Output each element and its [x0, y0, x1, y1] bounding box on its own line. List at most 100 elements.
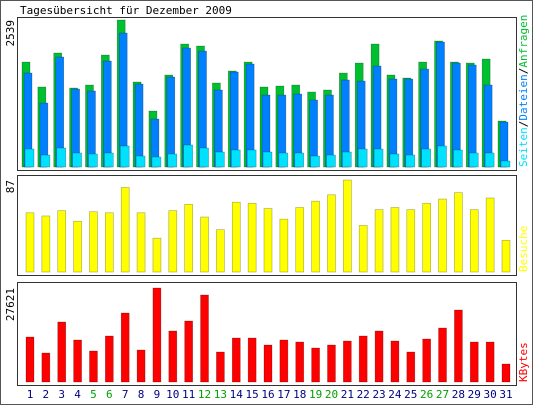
bar: [327, 194, 336, 273]
bar: [216, 229, 225, 273]
bar: [279, 339, 289, 383]
bar: [327, 344, 336, 383]
x-tick-label: 5: [90, 388, 97, 401]
legend-separator: /: [517, 121, 530, 128]
legend-entry: Besuche: [517, 226, 530, 272]
bar: [374, 209, 384, 273]
x-tick-label: 22: [357, 388, 370, 401]
bar: [73, 220, 82, 273]
bar: [263, 208, 273, 273]
bar: [120, 312, 130, 383]
x-tick-label: 27: [436, 388, 449, 401]
x-tick-label: 14: [230, 388, 244, 401]
bar: [501, 239, 511, 273]
bar: [469, 341, 479, 383]
bar: [184, 320, 193, 383]
bar: [167, 153, 178, 168]
legend-entry: Anfragen: [517, 15, 530, 68]
bar: [41, 215, 51, 273]
bar: [406, 209, 416, 273]
bar: [136, 212, 146, 273]
legend: Seiten/Dateien/Anfragen: [517, 15, 530, 167]
bar: [104, 152, 114, 168]
bar: [151, 156, 162, 168]
x-tick-label: 19: [309, 388, 322, 401]
bar: [422, 202, 431, 273]
bar: [454, 309, 463, 383]
x-tick-label: 7: [122, 388, 129, 401]
bar: [183, 144, 193, 168]
x-tick-label: 4: [74, 388, 81, 401]
legend-entry: Dateien: [517, 74, 530, 120]
bar: [134, 83, 144, 168]
bar: [216, 351, 225, 383]
bar: [326, 154, 336, 168]
bar: [405, 154, 416, 168]
bar: [311, 200, 320, 273]
bar: [342, 151, 352, 168]
x-tick-label: 2: [43, 388, 50, 401]
bar: [389, 153, 400, 168]
bar: [279, 218, 289, 273]
x-tick-label: 10: [166, 388, 179, 401]
bar: [247, 337, 257, 383]
x-tick-label: 1: [27, 388, 34, 401]
y-max-label: 2539: [4, 20, 17, 47]
bar: [73, 339, 82, 383]
bar: [246, 149, 257, 168]
x-tick-label: 31: [499, 388, 512, 401]
bar: [168, 330, 178, 383]
bar: [357, 148, 368, 168]
bar: [200, 294, 209, 383]
bar: [390, 340, 400, 383]
bar: [103, 60, 112, 168]
x-tick-label: 21: [341, 388, 354, 401]
bar: [56, 147, 67, 168]
x-tick-label: 25: [404, 388, 417, 401]
bar: [404, 78, 414, 168]
bar: [152, 237, 162, 273]
y-max-label: 27621: [4, 288, 17, 321]
bar: [89, 211, 98, 273]
bar: [25, 336, 35, 383]
bar: [501, 363, 511, 383]
bar: [200, 216, 209, 273]
bar: [152, 287, 162, 383]
bar: [294, 152, 305, 168]
x-tick-label: 8: [138, 388, 145, 401]
bar: [247, 202, 257, 273]
bar: [438, 327, 447, 383]
bar: [499, 121, 509, 168]
x-tick-label: 6: [106, 388, 113, 401]
bar: [230, 149, 241, 168]
x-tick-label: 11: [182, 388, 195, 401]
bar: [135, 155, 146, 168]
bar: [358, 225, 368, 273]
y-max-label: 87: [4, 180, 17, 193]
bar: [467, 64, 477, 168]
bar: [120, 187, 130, 273]
x-tick-label: 15: [246, 388, 259, 401]
bar: [422, 338, 431, 383]
bar: [57, 210, 67, 273]
legend-entry: Seiten: [517, 127, 530, 167]
bar: [88, 153, 98, 168]
bar: [215, 151, 225, 168]
x-tick-label: 13: [214, 388, 227, 401]
bar: [421, 148, 431, 168]
x-tick-label: 23: [372, 388, 385, 401]
bar: [454, 192, 463, 273]
bar: [231, 201, 241, 273]
bar: [453, 149, 463, 168]
bar: [374, 330, 384, 383]
bar: [311, 347, 320, 383]
bar: [390, 207, 400, 273]
bar: [168, 210, 178, 273]
bar: [438, 198, 447, 273]
x-tick-label: 9: [154, 388, 161, 401]
bar: [343, 340, 352, 383]
bar: [166, 76, 176, 168]
bar: [310, 155, 320, 168]
bar: [105, 335, 114, 383]
